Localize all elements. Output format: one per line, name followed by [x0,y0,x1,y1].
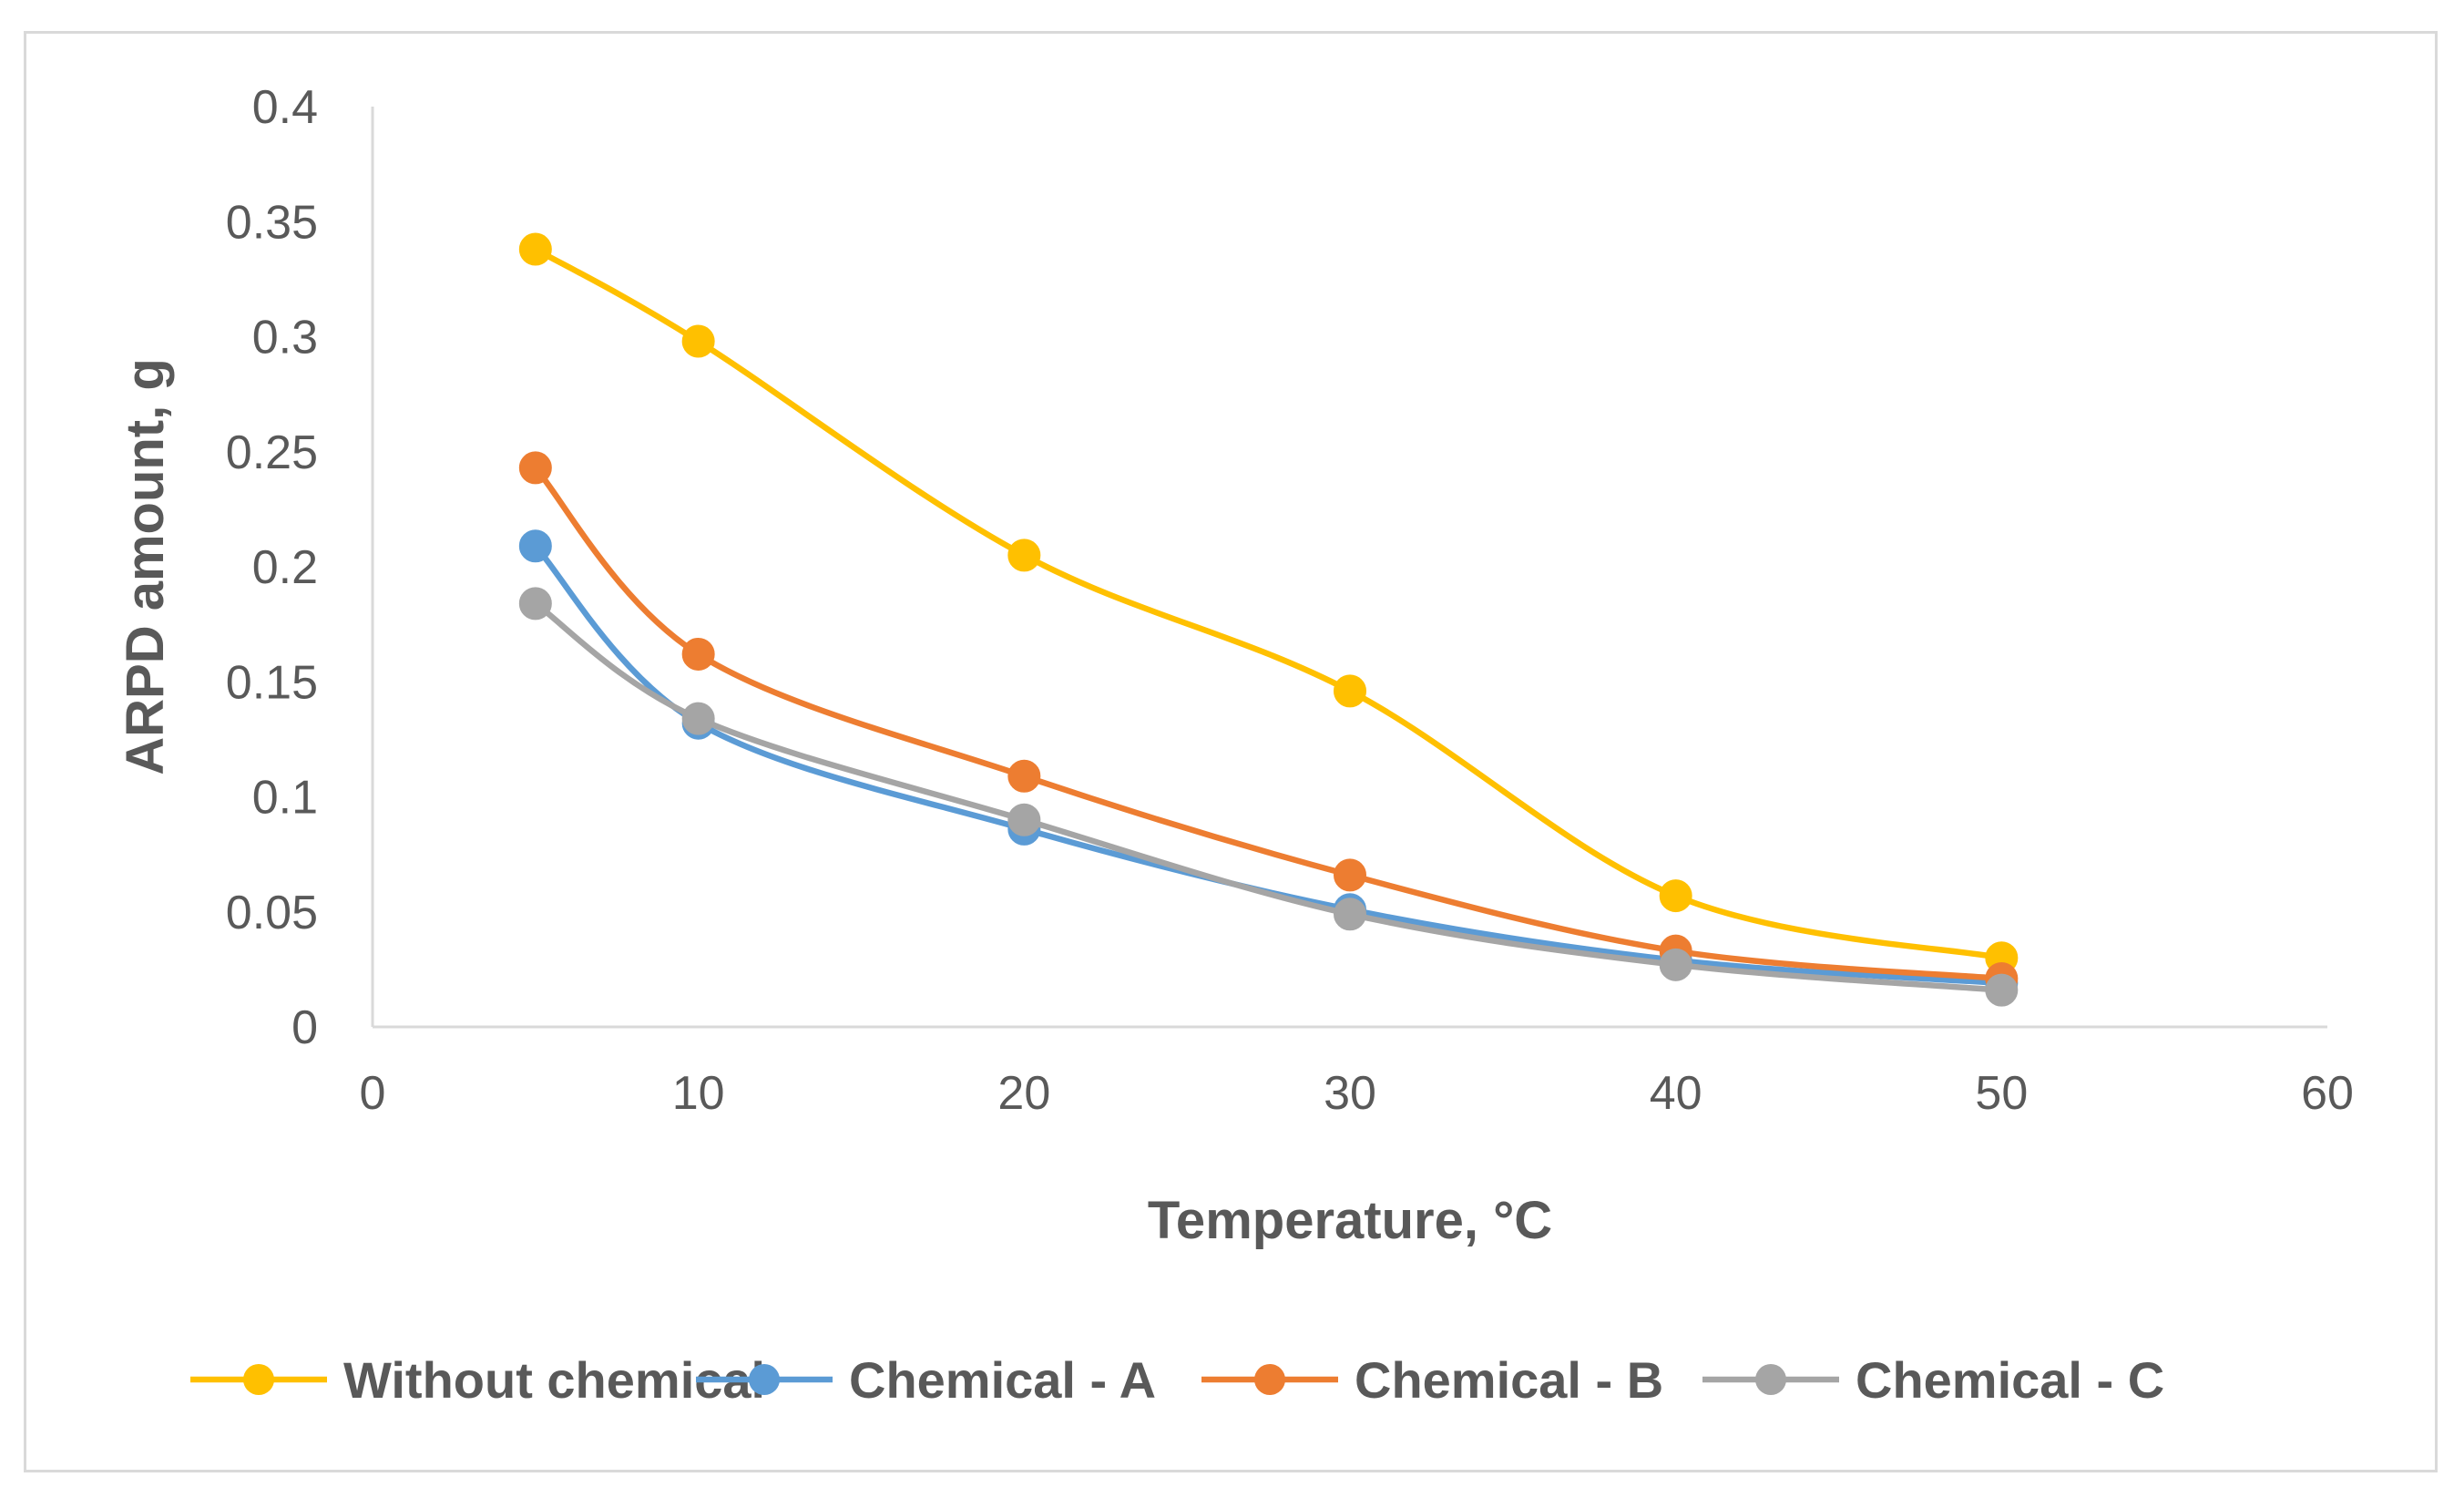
data-point [681,324,715,358]
legend-marker [1254,1364,1285,1395]
series-chemical-c [518,587,2019,1007]
y-tick-label: 0.1 [252,772,318,825]
x-tick-label: 20 [997,1067,1050,1120]
line-chart: 0 0.05 0.1 0.15 0.2 0.25 0.3 0.35 0.4 0 10 20 30 40 5… [116,81,2354,1409]
data-point [1985,973,2019,1007]
data-point [1007,539,1041,572]
data-point [518,587,552,621]
data-point [518,232,552,266]
legend-label: Chemical - B [1355,1351,1663,1409]
y-tick-label: 0.3 [252,312,318,364]
y-tick-label: 0.25 [226,426,318,479]
legend-item: Chemical - A [696,1351,1156,1409]
legend-item: Chemical - C [1702,1351,2164,1409]
series-chemical-b [518,451,2019,995]
legend-marker [1755,1364,1786,1395]
series-line [532,543,2005,987]
x-tick-label: 30 [1324,1067,1376,1120]
x-tick-label: 50 [1975,1067,2028,1120]
legend-item: Chemical - B [1201,1351,1663,1409]
data-point [1659,879,1692,913]
data-point [1007,803,1041,836]
y-tick-label: 0.35 [226,196,318,249]
y-tick-labels: 0 0.05 0.1 0.15 0.2 0.25 0.3 0.35 0.4 [226,81,318,1054]
x-tick-label: 40 [1650,1067,1702,1120]
x-tick-label: 0 [360,1067,386,1120]
y-tick-label: 0.2 [252,541,318,594]
legend-marker [243,1364,274,1395]
legend-label: Chemical - C [1856,1351,2164,1409]
series-line [532,465,2005,982]
data-point [681,702,715,735]
series-line [532,600,2005,993]
series-without-chemical [518,232,2019,975]
axes [371,107,2327,1029]
data-point [681,637,715,671]
x-axis-title: Temperature, °C [1148,1191,1552,1250]
data-point [518,451,552,485]
legend-marker [749,1364,780,1395]
data-point [1659,948,1692,981]
chart-frame: 0 0.05 0.1 0.15 0.2 0.25 0.3 0.35 0.4 0 10 20 30 40 5… [24,31,2438,1472]
x-tick-label: 10 [672,1067,725,1120]
legend-label: Without chemical [343,1351,765,1409]
y-tick-label: 0 [291,1001,318,1054]
legend-item: Without chemical [190,1351,765,1409]
data-point [518,529,552,563]
legend: Without chemical Chemical - A Chemical - B… [190,1351,2164,1409]
y-tick-label: 0.05 [226,887,318,939]
y-axis-title: ARPD amount, g [116,358,175,775]
x-tick-labels: 0 10 20 30 40 50 60 [360,1067,2354,1120]
data-point [1334,674,1366,708]
data-point [1334,858,1366,892]
y-tick-label: 0.15 [226,656,318,709]
legend-label: Chemical - A [849,1351,1156,1409]
x-tick-label: 60 [2301,1067,2354,1120]
series-layer [518,232,2019,1007]
y-tick-label: 0.4 [252,81,318,134]
data-point [1007,759,1041,793]
data-point [1334,898,1366,931]
